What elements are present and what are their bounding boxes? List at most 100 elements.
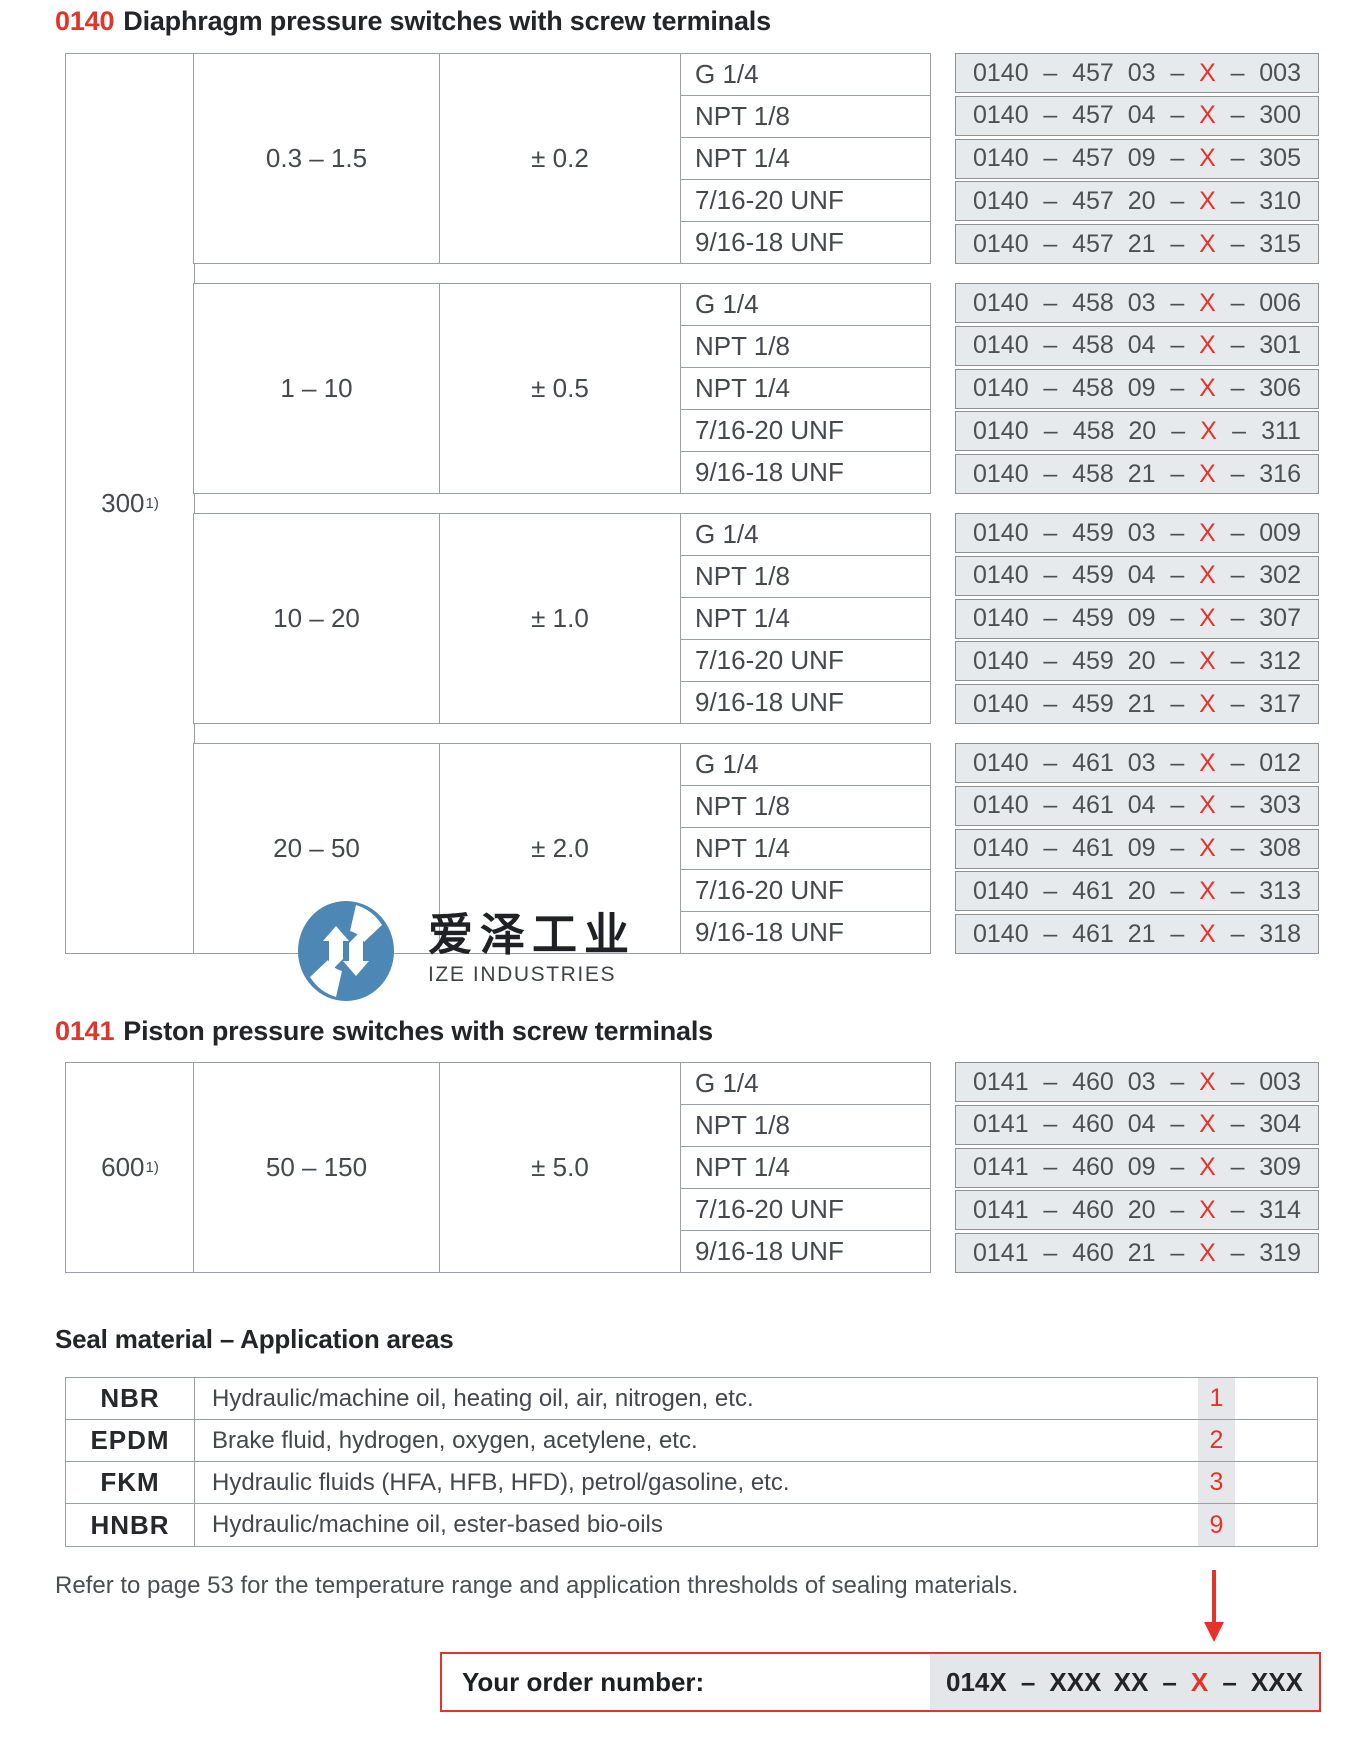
order-dash: – <box>1020 1666 1036 1697</box>
order-number-cell: 0140–459 03– X –009 <box>955 513 1319 553</box>
thread-cell: G 1/4 <box>681 1063 930 1105</box>
order-dash: – <box>1230 1067 1245 1096</box>
order-seal-placeholder: X <box>1199 518 1216 547</box>
order-number-cell: 0140–457 03– X –003 <box>955 53 1319 93</box>
order-part: 0140 <box>973 689 1029 718</box>
order-dash: – <box>1043 561 1058 590</box>
order-dash: – <box>1043 331 1058 360</box>
order-part: 0140 <box>973 791 1029 820</box>
order-number-block: 0141–460 03– X –003 0141–460 04– X –304 0141–4… <box>955 1062 1319 1273</box>
order-part: 310 <box>1259 186 1301 215</box>
order-part: 308 <box>1259 834 1301 862</box>
arrow-stem <box>1212 1570 1216 1624</box>
order-number-cell: 0140–457 09– X –305 <box>955 138 1319 179</box>
order-part: 0140 <box>973 834 1029 862</box>
order-box-label: Your order number: <box>462 1666 705 1697</box>
seal-material-digit: 1 <box>1198 1378 1235 1419</box>
section-title-text: Diaphragm pressure switches with screw t… <box>123 6 771 36</box>
order-dash: – <box>1230 834 1245 862</box>
order-part: 0140 <box>973 748 1029 777</box>
order-part: 009 <box>1259 518 1301 547</box>
order-dash: – <box>1043 689 1058 718</box>
order-part: 458 21 <box>1072 459 1156 488</box>
order-dash: – <box>1043 919 1058 948</box>
order-part: 003 <box>1259 1067 1301 1096</box>
thread-cell: 7/16-20 UNF <box>681 180 930 222</box>
order-number-cell: 0140–459 04– X –302 <box>955 555 1319 596</box>
order-part: 0140 <box>973 518 1029 547</box>
order-part: 461 21 <box>1072 919 1156 948</box>
order-seal-placeholder: X <box>1199 748 1216 777</box>
order-dash: – <box>1162 1666 1177 1697</box>
order-part: 0141 <box>973 1067 1029 1096</box>
order-dash: – <box>1043 58 1058 87</box>
order-part: 302 <box>1259 561 1301 590</box>
order-number-cell: 0141–460 20– X –314 <box>955 1190 1319 1231</box>
seal-material-code: EPDM <box>66 1420 195 1461</box>
thread-cell: 9/16-18 UNF <box>695 687 844 717</box>
order-part: 307 <box>1259 604 1301 632</box>
thread-cell: NPT 1/8 <box>681 96 930 138</box>
order-seal-placeholder: X <box>1199 1153 1216 1181</box>
seal-material-desc: Hydraulic fluids (HFA, HFB, HFD), petrol… <box>212 1468 790 1496</box>
order-part: 300 <box>1259 101 1301 130</box>
order-dash: – <box>1230 459 1245 488</box>
order-dash: – <box>1230 229 1245 258</box>
order-seal-placeholder: X <box>1199 288 1216 317</box>
order-part: 318 <box>1259 919 1301 948</box>
order-dash: – <box>1043 1067 1058 1096</box>
order-dash: – <box>1170 518 1185 547</box>
thread-cell: NPT 1/8 <box>681 1105 930 1147</box>
order-dash: – <box>1230 374 1245 402</box>
section-title-0140: 0140 Diaphragm pressure switches with scr… <box>55 6 771 37</box>
order-part: 460 21 <box>1072 1238 1156 1267</box>
thread-cell: G 1/4 <box>681 744 930 786</box>
order-part: 311 <box>1261 416 1301 445</box>
order-dash: – <box>1043 288 1058 317</box>
order-part: 301 <box>1259 331 1301 360</box>
order-part: 459 21 <box>1072 689 1156 718</box>
order-dash: – <box>1230 1195 1245 1224</box>
order-dash: – <box>1170 1067 1185 1096</box>
order-part: 304 <box>1259 1110 1301 1139</box>
pressure-range-cell: 10 – 20 <box>194 514 440 723</box>
order-part: 317 <box>1259 689 1301 718</box>
order-seal-placeholder: X <box>1199 58 1216 87</box>
order-part: 458 04 <box>1072 331 1156 360</box>
order-part: 0140 <box>973 876 1029 905</box>
pressure-range-cell: 50 – 150 <box>194 1063 440 1272</box>
order-dash: – <box>1170 1110 1185 1139</box>
thread-column: G 1/4 NPT 1/8 NPT 1/4 7/16-20 UNF 9/16-18 UN… <box>681 1063 930 1272</box>
order-part: 303 <box>1259 791 1301 820</box>
order-number-cell: 0140–461 04– X –303 <box>955 785 1319 826</box>
order-dash: – <box>1043 229 1058 258</box>
order-dash: – <box>1170 1153 1185 1181</box>
order-part: 460 20 <box>1072 1195 1156 1224</box>
order-part: 461 09 <box>1072 834 1156 862</box>
order-number-cell: 0140–458 09– X –306 <box>955 368 1319 409</box>
thread-cell: G 1/4 <box>681 284 930 326</box>
order-part: 313 <box>1259 876 1301 905</box>
order-dash: – <box>1230 919 1245 948</box>
pressure-max-cell-0140: 300 1) <box>65 53 195 954</box>
order-part: 309 <box>1259 1153 1301 1181</box>
order-part: XXX XX <box>1049 1666 1149 1697</box>
order-part: 0140 <box>973 604 1029 632</box>
order-dash: – <box>1043 1110 1058 1139</box>
order-part: 319 <box>1259 1238 1301 1267</box>
thread-cell: NPT 1/4 <box>681 1147 930 1189</box>
section-code: 0141 <box>55 1016 115 1046</box>
order-dash: – <box>1043 416 1058 445</box>
order-seal-placeholder: X <box>1199 876 1216 905</box>
order-part: 0141 <box>973 1153 1029 1181</box>
pressure-range-cell: 20 – 50 <box>194 744 440 953</box>
watermark-text: 爱泽工业 IZE INDUSTRIES <box>428 912 636 987</box>
order-dash: – <box>1230 331 1245 360</box>
order-part: 305 <box>1259 144 1301 172</box>
thread-column: G 1/4 NPT 1/8 NPT 1/4 7/16-20 UNF 9/16-18 UN… <box>681 54 930 263</box>
section-code: 0140 <box>55 6 115 36</box>
order-seal-placeholder: X <box>1199 1110 1216 1139</box>
order-number-cell: 0140–461 09– X –308 <box>955 828 1319 869</box>
order-part: 461 03 <box>1072 748 1156 777</box>
order-dash: – <box>1230 748 1245 777</box>
